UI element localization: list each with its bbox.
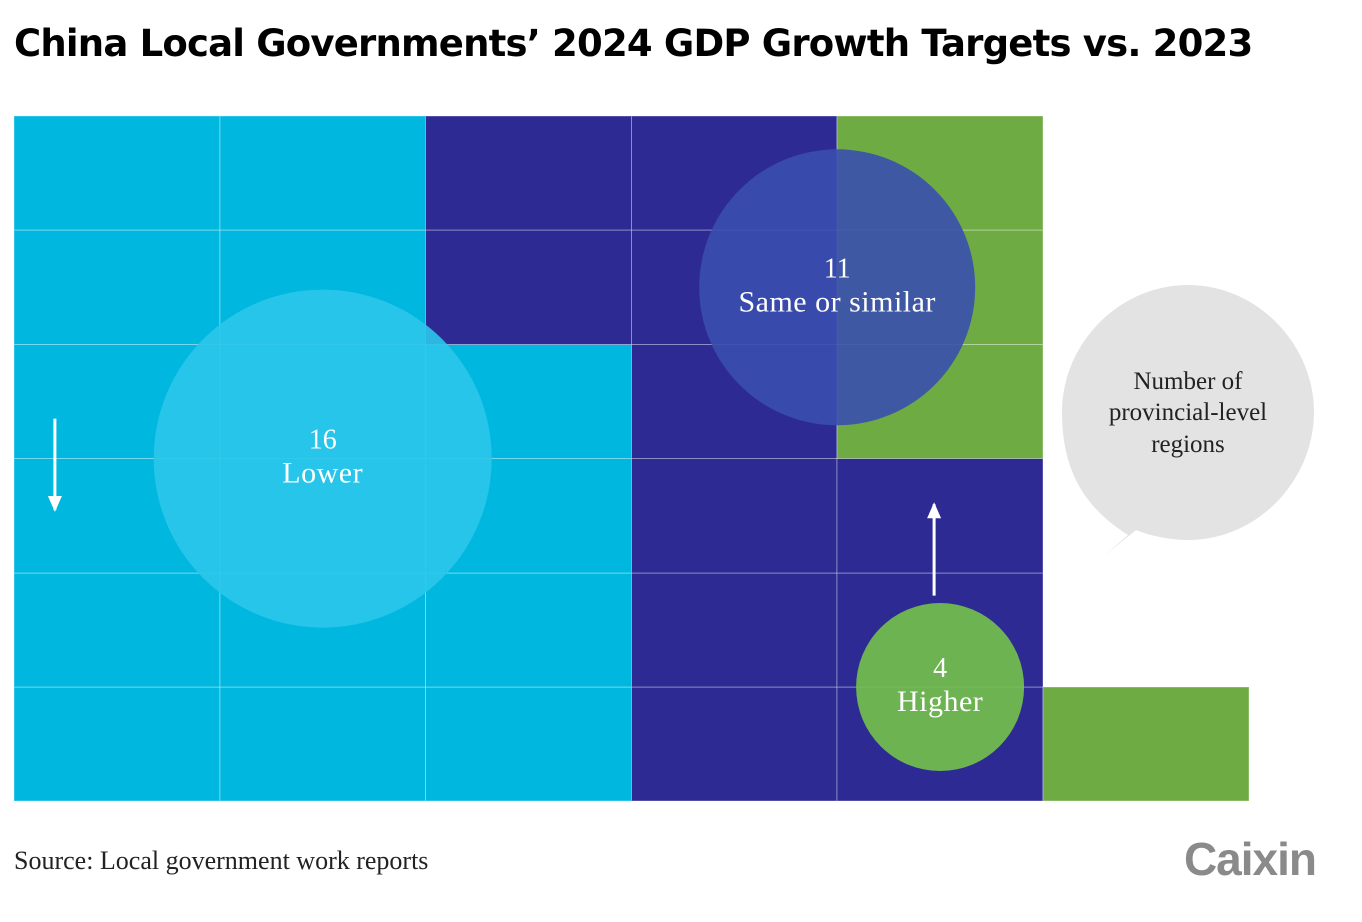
cell-lower <box>425 686 632 802</box>
cell-same <box>630 686 838 802</box>
caixin-logo: Caixin <box>1183 833 1317 885</box>
cell-lower <box>425 572 632 688</box>
arrow-head-icon <box>927 502 942 519</box>
cell-same <box>425 115 632 231</box>
cell-lower <box>13 229 221 345</box>
name-higher: Higher <box>897 685 983 718</box>
bubble-line-2: provincial-level <box>1109 399 1267 426</box>
value-higher: 4 <box>933 653 947 684</box>
circle-higher <box>856 603 1025 771</box>
name-same: Same or similar <box>738 285 935 318</box>
value-same: 11 <box>824 253 851 284</box>
name-lower: Lower <box>282 457 363 490</box>
cell-lower <box>13 572 221 688</box>
cell-same <box>836 458 1044 574</box>
legend-bubble: Number of provincial-level regions <box>1062 285 1314 556</box>
chart-title: China Local Governments’ 2024 GDP Growth… <box>14 22 1253 65</box>
bubble-line-3: regions <box>1151 431 1225 458</box>
cell-higher <box>1042 686 1250 802</box>
cell-same <box>425 229 632 345</box>
cell-lower <box>219 686 427 802</box>
value-lower: 16 <box>309 425 337 456</box>
cell-same <box>630 458 838 574</box>
cell-lower <box>13 115 221 231</box>
cell-same <box>630 572 838 688</box>
circle-same <box>699 149 976 426</box>
cell-lower <box>219 115 427 231</box>
bubble-shape <box>1062 285 1314 556</box>
circle-lower <box>153 289 492 628</box>
bubble-line-1: Number of <box>1134 368 1244 395</box>
source-note: Source: Local government work reports <box>14 846 429 875</box>
cell-lower <box>13 686 221 802</box>
arrow-head-icon <box>47 495 62 512</box>
